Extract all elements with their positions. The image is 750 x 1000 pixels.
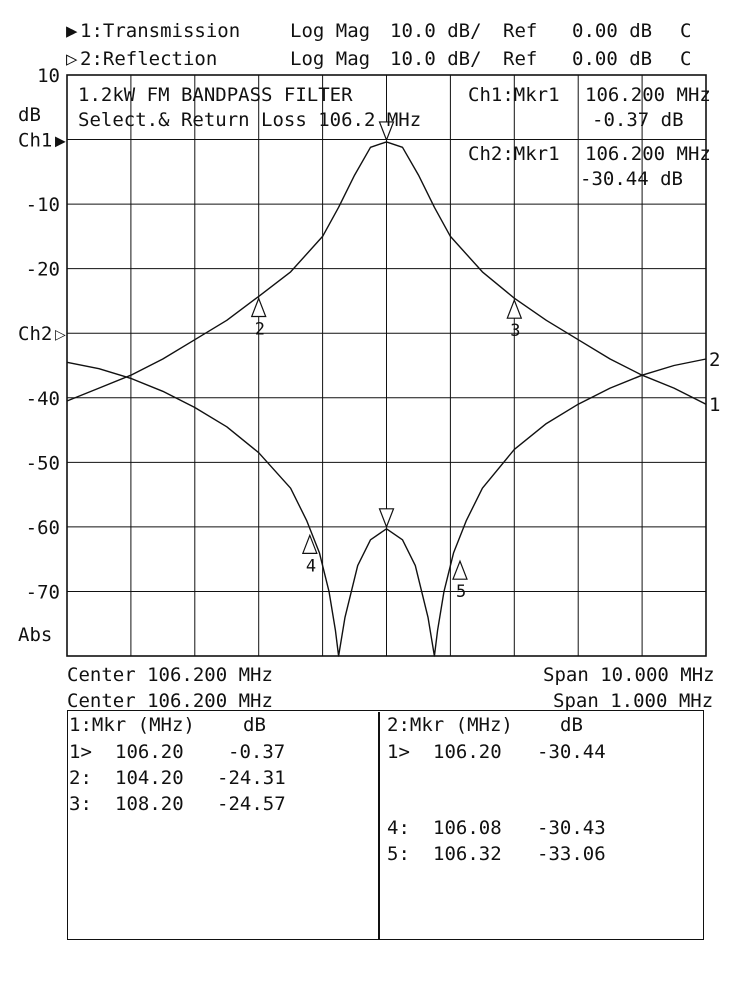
table-row-id: 3:	[69, 793, 92, 815]
table-row-id: 4:	[387, 817, 410, 839]
network-analyzer-plot: 2 3 4 5 10 -10 -20 -40 -50 -60 -70 Ch1 ▶ Ch2 ▷ 1 2	[18, 65, 720, 657]
ch1-table-header-mkr: 1:Mkr (MHz)	[69, 714, 195, 736]
ch2-format: Log Mag	[290, 48, 371, 70]
chart-title: 1.2kW FM BANDPASS FILTER	[78, 84, 353, 106]
table-row-db: -0.37	[228, 741, 286, 763]
marker-4-triangle	[301, 533, 318, 554]
ch2-table-header-mkr: 2:Mkr (MHz)	[387, 714, 513, 736]
center-freq-1: Center 106.200 MHz	[67, 664, 273, 686]
y-tick-label: -20	[26, 259, 60, 281]
table-row-freq: 106.32	[433, 843, 502, 865]
y-axis-unit: dB	[18, 104, 41, 126]
table-row-id: 1>	[387, 741, 410, 763]
ch2-marker-label: Ch2:Mkr1	[468, 143, 560, 165]
y-tick-label: -40	[26, 388, 60, 410]
y-tick-label: -50	[26, 452, 60, 474]
trace-series-1	[66, 141, 707, 405]
ch2-flag: C	[680, 48, 692, 70]
ch1-marker-freq: 106.200 MHz	[585, 84, 711, 106]
ch2-ref-label: Ref	[503, 48, 538, 70]
ch2-scale: 10.0 dB/	[390, 48, 482, 70]
table-row-freq: 106.20	[115, 741, 184, 763]
ref-marker-ch2: Ch2	[18, 323, 52, 345]
trace-end-label-2: 2	[709, 349, 720, 371]
marker-2-triangle	[250, 296, 267, 318]
table-row-freq: 104.20	[115, 767, 184, 789]
table-row-freq: 106.20	[433, 741, 502, 763]
marker-3-triangle	[506, 298, 523, 319]
table-row-freq: 108.20	[115, 793, 184, 815]
y-axis-abs: Abs	[18, 624, 53, 646]
markers: 2 3 4 5	[250, 113, 523, 602]
ch1-symbol: ▶	[66, 20, 78, 42]
table-row-freq: 106.08	[433, 817, 502, 839]
chart-subtitle: Select.& Return Loss 106.2 MHz	[78, 109, 422, 131]
table-row-db: -24.31	[217, 767, 286, 789]
ch1-label: 1:Transmission	[80, 20, 241, 42]
y-tick-label: -70	[26, 581, 60, 603]
trace-series-2	[66, 358, 707, 657]
ch2-label: 2:Reflection	[80, 48, 218, 70]
ch2-marker-value: -30.44 dB	[580, 168, 683, 190]
marker-2-label: 2	[255, 319, 265, 339]
traces	[66, 141, 707, 657]
marker-1-triangle	[378, 508, 395, 529]
marker-5-triangle	[452, 559, 468, 580]
ch1-table-header-db: dB	[243, 714, 266, 736]
table-row-id: 5:	[387, 843, 410, 865]
table-row-db: -33.06	[537, 843, 606, 865]
y-tick-label: -60	[26, 517, 60, 539]
table-row-id: 2:	[69, 767, 92, 789]
trace-end-label-1: 1	[709, 394, 720, 416]
ch1-marker-value: -0.37 dB	[592, 109, 684, 131]
ch1-ref-label: Ref	[503, 20, 538, 42]
marker-3-label: 3	[510, 321, 520, 341]
ch2-table-header-db: dB	[560, 714, 583, 736]
marker-4-label: 4	[306, 556, 316, 576]
ch2-marker-freq: 106.200 MHz	[585, 143, 711, 165]
marker-table-divider	[378, 712, 380, 939]
table-row-db: -30.43	[537, 817, 606, 839]
ch2-symbol: ▷	[66, 48, 78, 70]
span-1: Span 10.000 MHz	[543, 664, 715, 686]
marker-1-triangle	[378, 121, 395, 142]
marker-table	[67, 710, 704, 940]
table-row-id: 1>	[69, 741, 92, 763]
ch1-scale: 10.0 dB/	[390, 20, 482, 42]
ch1-flag: C	[680, 20, 692, 42]
ch2-ref-value: 0.00 dB	[572, 48, 653, 70]
ch1-ref-value: 0.00 dB	[572, 20, 653, 42]
table-row-db: -24.57	[217, 793, 286, 815]
y-tick-label: -10	[26, 194, 60, 216]
center-freq-2: Center 106.200 MHz	[67, 690, 273, 712]
y-tick-label: 10	[37, 65, 60, 87]
axis-labels: 10 -10 -20 -40 -50 -60 -70 Ch1 ▶ Ch2 ▷ 1 2	[18, 65, 720, 603]
ref-marker-symbol-ch1: ▶	[55, 134, 66, 150]
ch1-marker-label: Ch1:Mkr1	[468, 84, 560, 106]
table-row-db: -30.44	[537, 741, 606, 763]
ref-marker-symbol-ch2: ▷	[55, 327, 66, 343]
marker-5-label: 5	[456, 582, 466, 602]
span-2: Span 1.000 MHz	[553, 690, 714, 712]
ch1-format: Log Mag	[290, 20, 371, 42]
ref-marker-ch1: Ch1	[18, 130, 52, 152]
